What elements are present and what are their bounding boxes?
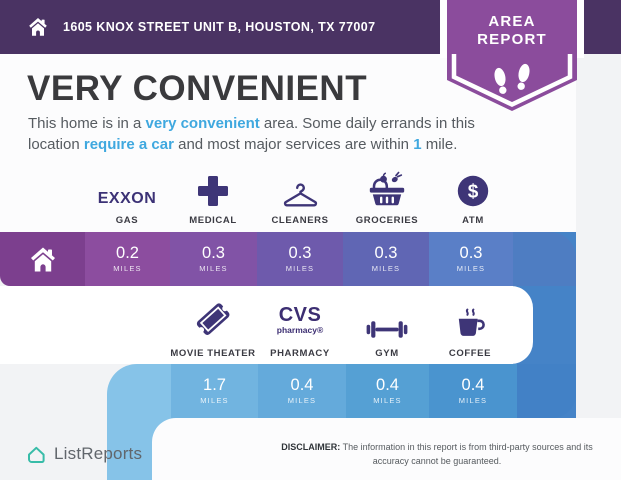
ticket-icon [190,299,236,341]
distance-segment: 0.3 MILES [257,232,343,286]
desc-text: location [28,136,84,153]
distance-unit: MILES [456,264,486,273]
amenity-pharmacy: CVS pharmacy® PHARMACY [252,299,348,359]
amenity-gas: EXXON GAS [79,166,175,226]
description-paragraph: This home is in a very convenient area. … [28,113,506,155]
distance-value: 0.4 [290,376,314,394]
amenity-label: PHARMACY [270,348,330,359]
distance-segment: 0.4 MILES [258,364,346,418]
distance-value: 0.3 [202,244,225,262]
bar2-curve-tail [107,364,171,418]
amenity-coffee: COFFEE [422,299,518,359]
amenity-label: CLEANERS [271,215,329,226]
amenity-medical: MEDICAL [165,166,261,226]
distance-unit: MILES [285,264,315,273]
desc-highlight: very convenient [145,115,260,132]
amenity-cleaners: CLEANERS [252,166,348,226]
distance-segment: 1.7 MILES [171,364,258,418]
desc-text: area. Some daily errands in this [259,115,475,132]
distance-unit: MILES [200,396,229,405]
bar2-right-tail [517,364,576,418]
amenity-label: COFFEE [448,348,492,359]
distance-unit: MILES [199,264,228,273]
desc-highlight: 1 [413,136,422,153]
hanger-icon [282,166,319,208]
property-address: 1605 KNOX STREET UNIT B, HOUSTON, TX 770… [63,20,376,34]
home-icon [27,17,49,37]
distance-segment: 0.3 MILES [170,232,257,286]
footer-background [152,418,621,480]
distance-unit: MILES [458,396,488,405]
medical-cross-icon [196,166,230,208]
svg-text:$: $ [468,182,479,203]
amenity-label: MOVIE THEATER [170,348,256,359]
distance-bar-row2: 1.7 MILES 0.4 MILES 0.4 MILES 0.4 MILES [107,364,576,418]
amenity-label: MEDICAL [189,215,237,226]
distance-value: 0.4 [461,376,485,394]
distance-value: 0.3 [459,244,483,262]
page-title: VERY CONVENIENT [27,69,368,108]
desc-text: and most major services are within [173,136,414,153]
distance-unit: MILES [373,396,402,405]
distance-segment: 0.2 MILES [85,232,170,286]
cvs-logo: CVS pharmacy® [276,304,324,336]
exxon-logo: EXXON [97,190,157,207]
desc-text: mile. [421,136,458,153]
dumbbell-icon [366,299,408,341]
badge-line2: REPORT [477,31,547,48]
desc-highlight: require a car [83,136,174,153]
dollar-circle-icon: $ [456,166,490,208]
coffee-cup-icon [452,299,488,341]
listreports-logo: ListReports [25,443,142,465]
amenity-label: GAS [115,215,139,226]
disclaimer-text: DISCLAIMER: The information in this repo… [281,442,593,466]
distance-segment: 0.4 MILES [429,364,517,418]
distance-bar-row1: 0.2 MILES 0.3 MILES 0.3 MILES 0.3 MILES … [0,232,576,286]
distance-value: 0.3 [288,244,312,262]
amenity-groceries: GROCERIES [339,166,435,226]
home-icon [28,246,58,273]
footprints-icon [494,63,530,94]
distance-value: 0.3 [374,244,398,262]
listreports-wordmark: ListReports [54,444,143,463]
badge-pennant [447,54,577,112]
amenity-movie-theater: MOVIE THEATER [165,299,261,359]
distance-segment: 0.3 MILES [429,232,513,286]
distance-unit: MILES [371,264,401,273]
distance-unit: MILES [287,396,317,405]
distance-value: 0.2 [116,244,139,262]
distance-value: 1.7 [203,376,226,394]
amenity-label: ATM [462,215,484,226]
amenity-label: GYM [375,348,399,359]
bar-home-segment [0,232,85,286]
middle-white-band [0,286,533,364]
disclaimer-label: DISCLAIMER: [281,442,341,452]
distance-unit: MILES [113,264,142,273]
distance-value: 0.4 [376,376,399,394]
grocery-basket-icon [367,166,407,208]
area-report-badge: AREA REPORT [447,0,577,58]
amenity-label: GROCERIES [355,215,419,226]
badge-line1: AREA [488,13,536,30]
distance-segment: 0.3 MILES [343,232,429,286]
amenity-gym: GYM [339,299,435,359]
distance-segment: 0.4 MILES [346,364,429,418]
listreports-house-icon [25,443,47,465]
amenity-atm: $ ATM [425,166,521,226]
desc-text: This home is in a [28,115,146,132]
bar1-curve-tail [513,232,576,286]
